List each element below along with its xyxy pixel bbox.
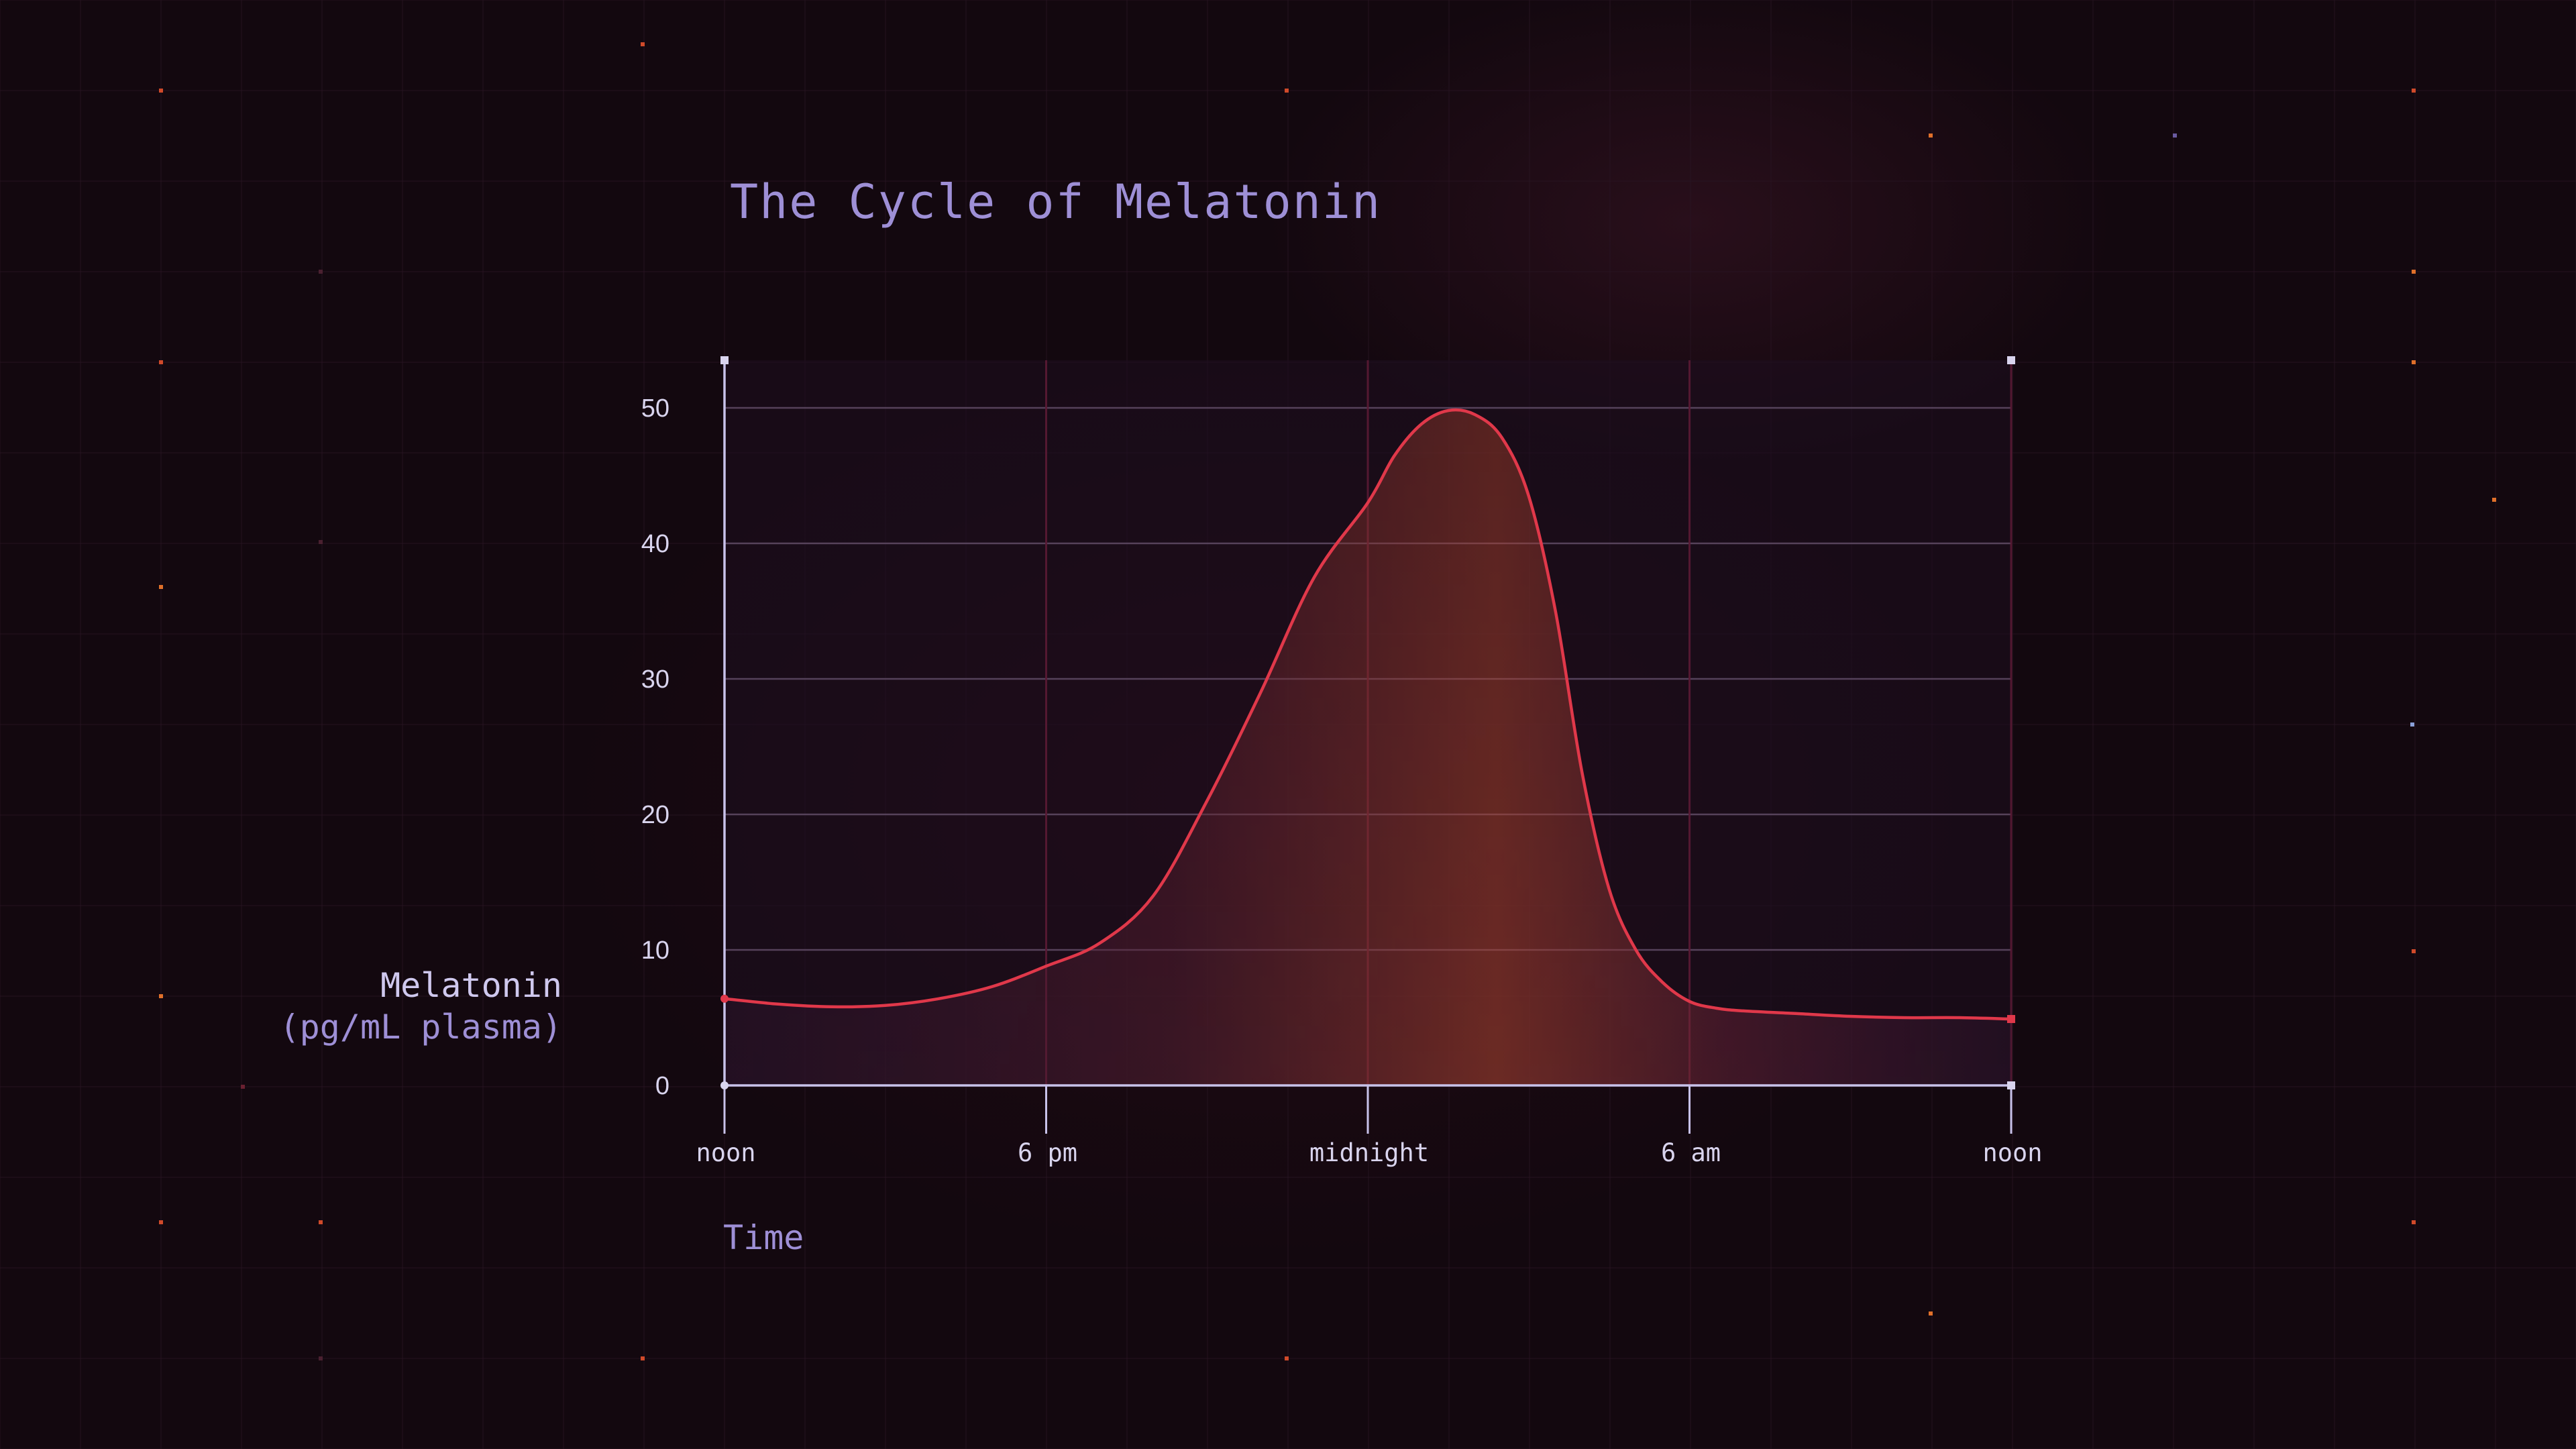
bg-marker-dot bbox=[159, 89, 163, 93]
bg-marker-dot bbox=[241, 1085, 245, 1089]
y-tick-labels: 0 10 20 30 40 50 bbox=[641, 394, 669, 1100]
bg-marker-dot bbox=[159, 360, 163, 364]
x-tick-label: noon bbox=[696, 1138, 755, 1167]
y-tick-label: 0 bbox=[655, 1072, 669, 1100]
bg-marker-dot bbox=[2412, 270, 2416, 274]
y-axis-label: Melatonin bbox=[380, 966, 562, 1005]
bg-marker-dot bbox=[641, 1356, 645, 1360]
x-tick-label: 6 pm bbox=[1018, 1138, 1077, 1167]
y-axis-unit: (pg/mL plasma) bbox=[280, 1008, 562, 1046]
bg-marker-dot bbox=[2412, 89, 2416, 93]
y-tick-label: 10 bbox=[641, 936, 669, 965]
y-tick-label: 40 bbox=[641, 530, 669, 558]
bg-marker-dot bbox=[2173, 133, 2177, 138]
x-axis-label: Time bbox=[723, 1218, 804, 1257]
y-tick-label: 30 bbox=[641, 665, 669, 694]
bg-marker-dot bbox=[2492, 498, 2496, 502]
bg-marker-dot bbox=[1285, 1356, 1289, 1360]
bg-marker-dot bbox=[159, 994, 163, 998]
axis-corner-marker bbox=[2007, 1081, 2015, 1089]
bg-marker-dot bbox=[1285, 89, 1289, 93]
axes bbox=[723, 360, 2012, 1134]
bg-marker-dot bbox=[1929, 1311, 1933, 1316]
axis-corner-marker bbox=[720, 356, 729, 364]
y-tick-label: 20 bbox=[641, 801, 669, 829]
curve-end-point bbox=[2007, 1015, 2015, 1024]
bg-marker-dot bbox=[2412, 360, 2416, 364]
chart-title: The Cycle of Melatonin bbox=[730, 174, 1381, 229]
x-tick-labels: noon 6 pm midnight 6 am noon bbox=[696, 1138, 2042, 1167]
bg-marker-dot bbox=[319, 1356, 323, 1360]
y-tick-label: 50 bbox=[641, 394, 669, 423]
axis-end-markers bbox=[720, 356, 2015, 1089]
axis-origin-marker bbox=[720, 1081, 729, 1089]
bg-marker-dot bbox=[641, 42, 645, 46]
bg-marker-dot bbox=[319, 270, 323, 274]
bg-marker-dot bbox=[159, 585, 163, 589]
bg-marker-dot bbox=[2412, 1220, 2416, 1224]
bg-marker-dot bbox=[319, 540, 323, 544]
melatonin-curve bbox=[722, 408, 2013, 1021]
bg-marker-dot bbox=[2410, 722, 2414, 727]
x-tick-label: 6 am bbox=[1661, 1138, 1721, 1167]
x-tick-label: midnight bbox=[1309, 1138, 1429, 1167]
bg-marker-dot bbox=[2412, 949, 2416, 953]
axis-corner-marker bbox=[2007, 356, 2015, 364]
x-tick-label: noon bbox=[1982, 1138, 2042, 1167]
bg-marker-dot bbox=[319, 1220, 323, 1224]
bg-marker-dot bbox=[159, 1220, 163, 1224]
melatonin-area-fill bbox=[724, 410, 2011, 1085]
curve-start-point bbox=[720, 994, 729, 1003]
bg-marker-dot bbox=[1929, 133, 1933, 138]
